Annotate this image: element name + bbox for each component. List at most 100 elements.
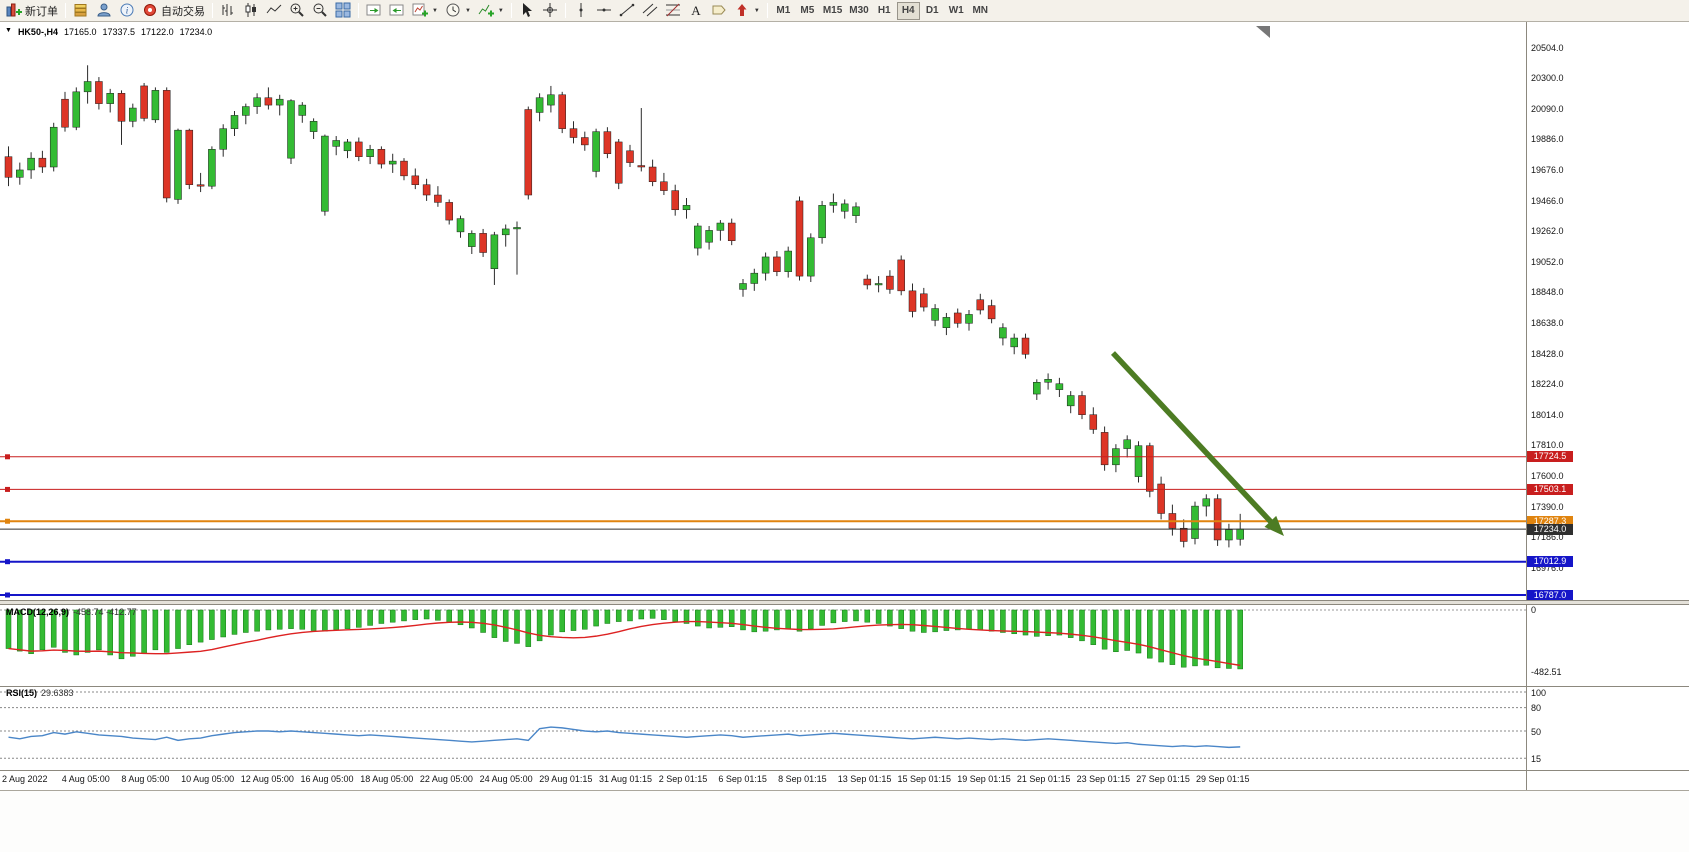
profiles-icon	[73, 2, 89, 20]
trend-arrow-annotation[interactable]	[1110, 351, 1284, 536]
market-watch-button[interactable]	[93, 1, 115, 21]
time-axis-label: 13 Sep 01:15	[837, 774, 892, 784]
price-axis-label: 17600.0	[1531, 470, 1564, 481]
indicators-button[interactable]: ▼	[475, 1, 507, 21]
time-axis-label: 15 Sep 01:15	[897, 774, 952, 784]
bar-close-value: 17234.0	[179, 27, 213, 37]
time-axis-label: 27 Sep 01:15	[1136, 774, 1190, 784]
timeframe-button-h4[interactable]: H4	[896, 1, 920, 20]
trendline-button[interactable]	[616, 1, 638, 21]
vertical-line-button[interactable]	[570, 1, 592, 21]
macd-name: MACD(12,26,9)	[6, 607, 70, 617]
autotrading-button[interactable]: 自动交易	[139, 1, 208, 21]
svg-text:i: i	[126, 5, 129, 15]
new-order-button[interactable]: 新订单	[3, 1, 61, 21]
time-axis-label: 22 Aug 05:00	[419, 774, 473, 784]
line-chart-button[interactable]	[263, 1, 285, 21]
bar-low-value: 17122.0	[141, 27, 174, 37]
rsi-panel	[0, 691, 1526, 759]
rsi-level-label: 15	[1531, 753, 1542, 764]
price-axis-label: 18638.0	[1531, 317, 1564, 328]
price-axis-label: 18224.0	[1531, 378, 1564, 389]
toolbar-separator	[510, 3, 512, 18]
fibonacci-button[interactable]	[662, 1, 684, 21]
auto-scroll-button[interactable]	[363, 1, 385, 21]
candle-chart-icon	[243, 2, 259, 20]
zoom-out-icon	[312, 2, 328, 20]
time-axis-label: 2 Sep 01:15	[658, 774, 708, 784]
time-axis-label: 10 Aug 05:00	[181, 774, 235, 784]
label-button[interactable]	[708, 1, 730, 21]
zoom-in-button[interactable]	[286, 1, 308, 21]
period-button[interactable]: ▼	[442, 1, 474, 21]
panel-splitter[interactable]	[0, 600, 1689, 605]
cursor-button[interactable]	[516, 1, 538, 21]
timeframe-button-d1[interactable]: D1	[925, 5, 939, 16]
text-button[interactable]: A	[685, 1, 707, 21]
chevron-down-icon: ▼	[497, 7, 504, 14]
rsi-level-label: 80	[1531, 703, 1542, 714]
chart-header: ▼ HK50-,H4 17165.0 17337.5 17122.0 17234…	[5, 27, 212, 37]
tile-windows-button[interactable]	[332, 1, 354, 21]
time-axis-label: 18 Aug 05:00	[360, 774, 414, 784]
price-badge-17234-0: 17234.0	[1527, 523, 1573, 535]
timeframe-button-h1[interactable]: H1	[877, 5, 891, 16]
toolbar-separator	[564, 3, 566, 18]
time-axis-label: 2 Aug 2022	[2, 774, 48, 784]
macd-signal-line	[8, 620, 1241, 667]
rsi-label: RSI(15) 29.6383	[6, 688, 74, 698]
timeframe-button-m30[interactable]: M30	[849, 5, 869, 16]
new-chart-button[interactable]: ▼	[409, 1, 441, 21]
profiles-button[interactable]	[70, 1, 92, 21]
autotrading-icon	[142, 2, 158, 20]
price-axis-label: 19886.0	[1531, 133, 1564, 144]
rsi-value: 29.6383	[41, 688, 74, 698]
time-axis-label: 12 Aug 05:00	[240, 774, 294, 784]
data-window-button[interactable]: i	[116, 1, 138, 21]
timeframe-button-m1[interactable]: M1	[776, 5, 791, 16]
new-chart-icon	[412, 2, 428, 20]
timeframe-button-m5[interactable]: M5	[800, 5, 815, 16]
timeframe-button-mn[interactable]: MN	[972, 5, 988, 16]
price-badge-16787-0: 16787.0	[1527, 589, 1573, 601]
channel-button[interactable]	[639, 1, 661, 21]
time-axis-label: 8 Sep 01:15	[778, 774, 827, 784]
new-order-icon	[6, 2, 22, 20]
chart-shift-button[interactable]	[386, 1, 408, 21]
chevron-down-icon: ▼	[432, 7, 438, 14]
time-axis-label: 23 Sep 01:15	[1076, 774, 1131, 784]
horizontal-line-button[interactable]	[593, 1, 615, 21]
price-level-lines[interactable]	[0, 454, 1526, 598]
price-axis-label: 19262.0	[1531, 225, 1564, 236]
time-axis-label: 4 Aug 05:00	[61, 774, 110, 784]
data-window-icon: i	[119, 2, 135, 20]
channel-icon	[642, 2, 658, 20]
timeframe-button-w1[interactable]: W1	[948, 5, 964, 16]
time-axis-label: 29 Sep 01:15	[1196, 774, 1250, 784]
macd-label: MACD(12,26,9) -458.74 -412.77	[6, 607, 137, 617]
rsi-level-label: 100	[1531, 687, 1547, 698]
time-axis-label: 8 Aug 05:00	[121, 774, 170, 784]
crosshair-button[interactable]	[539, 1, 561, 21]
chart-shift-icon	[389, 2, 405, 20]
chevron-down-icon: ▼	[753, 7, 760, 14]
bar-chart-button[interactable]	[217, 1, 239, 21]
bar-open-value: 17165.0	[63, 27, 97, 37]
toolbar-separator	[65, 3, 66, 18]
price-axis-label: 20504.0	[1531, 42, 1564, 53]
auto-scroll-icon	[366, 2, 382, 20]
chart-shift-marker[interactable]	[1256, 26, 1270, 38]
price-badge-17012-9: 17012.9	[1527, 556, 1573, 568]
chart-symbol-period: HK50-,H4	[17, 27, 58, 37]
crosshair-icon	[542, 2, 558, 20]
collapse-triangle-icon[interactable]: ▼	[5, 27, 12, 34]
zoom-out-button[interactable]	[309, 1, 331, 21]
rsi-name: RSI(15)	[6, 688, 38, 698]
text-icon: A	[688, 2, 704, 20]
timeframe-button-m15[interactable]: M15	[822, 5, 843, 16]
zoom-in-icon	[289, 2, 305, 20]
candle-chart-button[interactable]	[240, 1, 262, 21]
price-axis-label: 17186.0	[1531, 531, 1564, 542]
arrows-button[interactable]: ▼	[731, 1, 763, 21]
